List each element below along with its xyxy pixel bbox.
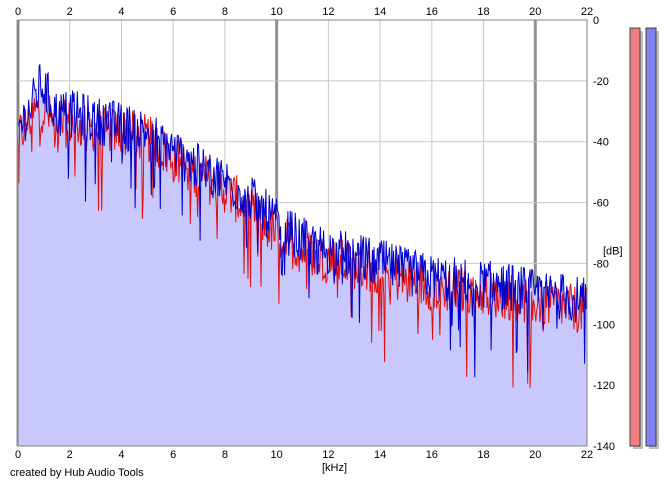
x-tick-label-bottom: 2	[67, 449, 73, 461]
x-tick-label-top: 12	[322, 6, 334, 18]
x-tick-label-bottom: 4	[118, 449, 124, 461]
right-channel-meter	[645, 27, 657, 447]
series-blue-line	[17, 64, 588, 378]
x-tick-label-top: 16	[426, 6, 438, 18]
series-red-line	[17, 95, 588, 388]
x-tick-label-bottom: 18	[477, 449, 489, 461]
x-tick-label-bottom: 12	[322, 449, 334, 461]
y-tick-label: -20	[593, 76, 609, 88]
x-tick-label-top: 14	[374, 6, 386, 18]
x-tick-label-top: 20	[529, 6, 541, 18]
x-tick-label-bottom: 8	[222, 449, 228, 461]
x-tick-label-bottom: 16	[426, 449, 438, 461]
y-tick-labels: 0 -20 -40 -60 -80 -100 -120 -140	[593, 15, 615, 453]
x-tick-label-top: 6	[170, 6, 176, 18]
x-tick-label-bottom: 22	[581, 449, 593, 461]
x-tick-label-top: 18	[477, 6, 489, 18]
credit-text: created by Hub Audio Tools	[10, 467, 144, 479]
x-tick-label-top: 22	[581, 6, 593, 18]
x-tick-label-top: 4	[118, 6, 124, 18]
plot-frame	[17, 19, 588, 447]
y-axis-unit: [dB]	[603, 245, 623, 257]
y-tick-label: -100	[593, 319, 615, 331]
y-tick-label: -60	[593, 198, 609, 210]
x-tick-label-top: 10	[271, 6, 283, 18]
x-axis-unit: [kHz]	[322, 462, 347, 474]
x-tick-label-top: 0	[15, 6, 21, 18]
x-tick-label-top: 2	[67, 6, 73, 18]
x-tick-label-bottom: 6	[170, 449, 176, 461]
y-tick-label: 0	[593, 15, 599, 27]
y-tick-label: -40	[593, 137, 609, 149]
y-tick-label: -120	[593, 380, 615, 392]
x-tick-label-bottom: 14	[374, 449, 386, 461]
x-tick-label-top: 8	[222, 6, 228, 18]
left-channel-meter	[629, 27, 641, 447]
y-tick-label: -140	[593, 441, 615, 453]
x-tick-label-bottom: 10	[271, 449, 283, 461]
x-tick-label-bottom: 20	[529, 449, 541, 461]
x-tick-label-bottom: 0	[15, 449, 21, 461]
level-meters	[629, 27, 659, 449]
y-tick-label: -80	[593, 258, 609, 270]
